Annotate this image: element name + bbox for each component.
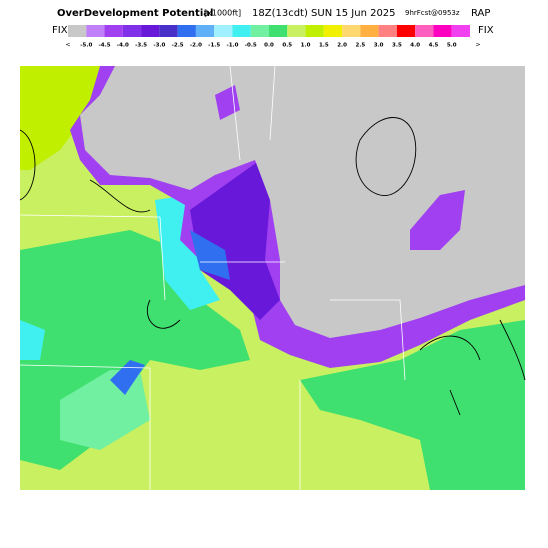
legend-label: -2.5 (172, 43, 184, 49)
field-area (190, 230, 230, 280)
legend-label: 5.0 (447, 43, 457, 49)
legend-swatch (305, 25, 324, 37)
legend-swatch (214, 25, 233, 37)
legend-swatch (378, 25, 397, 37)
legend: -5.0 -4.5 -4.0 -3.5 -3.0 -2.5 -2.0 -1.5 -1.0 -0.5… (65, 25, 481, 49)
model: RAP (471, 8, 490, 19)
legend-swatch (68, 25, 87, 37)
legend-under: < (65, 42, 70, 49)
legend-label: -1.0 (226, 43, 238, 49)
legend-swatch (269, 25, 288, 37)
legend-swatch (86, 25, 105, 37)
field-area (20, 320, 45, 360)
legend-label: -3.5 (135, 43, 147, 49)
legend-label: 0.5 (282, 43, 292, 49)
field-area (110, 360, 145, 395)
legend-fix-left: FIX (52, 25, 68, 36)
legend-swatch (451, 25, 470, 37)
legend-swatch (250, 25, 269, 37)
legend-swatch (360, 25, 379, 37)
legend-swatch (433, 25, 452, 37)
legend-label: -1.5 (208, 43, 220, 49)
legend-swatch (287, 25, 306, 37)
legend-swatch (396, 25, 416, 37)
title: OverDevelopment Potential (57, 8, 213, 19)
legend-label: -0.5 (245, 43, 257, 49)
legend-swatch (141, 25, 160, 37)
legend-label: -4.0 (117, 43, 129, 49)
legend-label: 4.5 (429, 43, 439, 49)
legend-swatch (159, 25, 178, 37)
field-area (215, 85, 240, 120)
legend-swatch (195, 25, 215, 37)
valid-time: 18Z(13cdt) SUN 15 Jun 2025 (252, 8, 396, 19)
legend-label: 0.0 (264, 43, 274, 49)
legend-swatch (177, 25, 196, 37)
forecast: 9hrFcst@0953z (405, 9, 460, 17)
legend-swatch (104, 25, 123, 37)
map (19, 65, 526, 490)
legend-label: -3.0 (153, 43, 165, 49)
legend-fix-right: FIX (478, 25, 494, 36)
unit: [x1000ft] (204, 9, 241, 18)
legend-label: 3.5 (392, 43, 402, 49)
legend-swatch (122, 25, 142, 37)
legend-label: 1.5 (319, 43, 329, 49)
legend-label: -2.0 (190, 43, 202, 49)
legend-over: > (475, 42, 480, 49)
legend-label: 2.0 (337, 43, 347, 49)
field-area (20, 66, 110, 170)
legend-swatch (323, 25, 343, 37)
field-area (190, 160, 280, 320)
legend-swatch (342, 25, 361, 37)
legend-label: -4.5 (99, 43, 111, 49)
field-area (410, 190, 465, 250)
contours (19, 117, 526, 416)
field-area (300, 320, 525, 490)
state-borders (19, 65, 406, 490)
legend-label: -5.0 (80, 43, 92, 49)
legend-swatch (415, 25, 434, 37)
legend-label: 1.0 (301, 43, 311, 49)
legend-label: 4.0 (410, 43, 420, 49)
legend-label: 2.5 (355, 43, 365, 49)
legend-label: 3.0 (374, 43, 384, 49)
legend-swatch (232, 25, 251, 37)
